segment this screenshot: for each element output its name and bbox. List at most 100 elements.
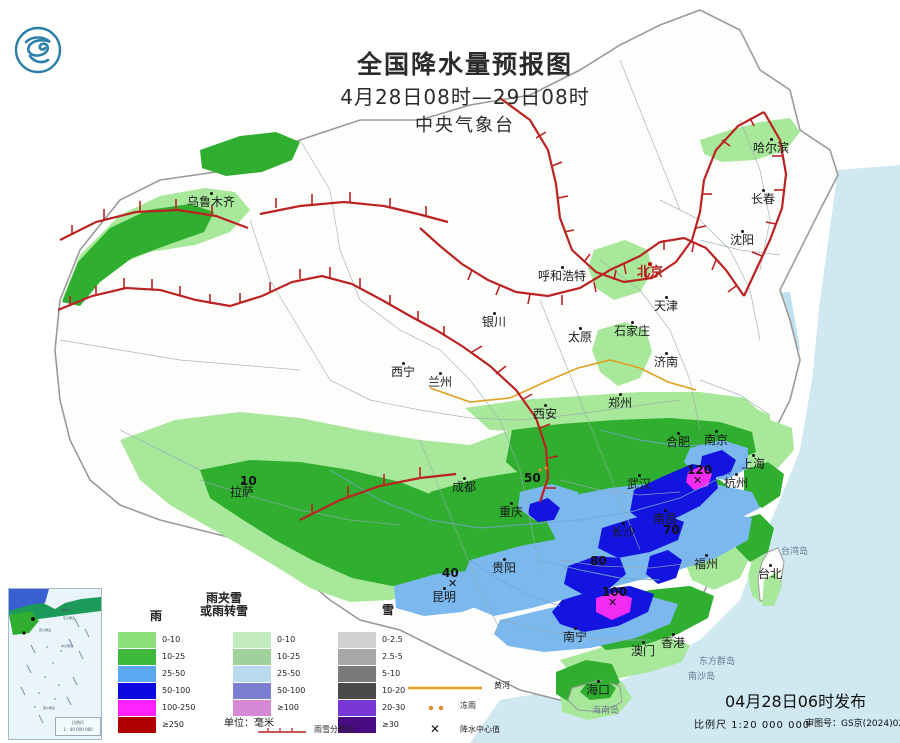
legend-swatch-rain-2: [118, 666, 156, 682]
legend-swatch-sleet-0: [233, 632, 271, 648]
city-name: 澳门: [631, 644, 656, 658]
title-block: 全国降水量预报图 4月28日08时—29日08时 中央气象台: [300, 48, 630, 140]
legend-range-sleet-4: ≥100: [277, 703, 299, 712]
city-dot-icon: [664, 296, 668, 299]
map-number: 审图号：GS京(2024)0236号: [805, 719, 900, 729]
east-sea: [560, 165, 900, 743]
city-dot-icon: [401, 362, 405, 365]
city-name: 武汉: [627, 477, 652, 491]
precip-center-value: 80: [590, 554, 607, 568]
city-name: 呼和浩特: [538, 269, 587, 283]
legend-range-rain-4: 100-250: [162, 703, 196, 712]
legend-swatch-rain-3: [118, 683, 156, 699]
south-china-sea-inset-map: 黄岩岛 东沙群岛 西沙群岛 中沙群岛 南沙群岛 比例尺 1：40 000 000: [8, 588, 102, 740]
precip-center-value: 40: [442, 566, 459, 580]
precip-center-value: 10: [240, 474, 257, 488]
city-dot-icon: [462, 477, 466, 480]
city-dot-icon: [641, 641, 645, 644]
publish-time: 04月28日06时发布: [725, 692, 867, 711]
city-label: 杭州: [724, 473, 748, 489]
city-label: 西宁: [391, 362, 415, 378]
city-name: 长沙: [611, 525, 636, 539]
city-label: 台北: [758, 564, 782, 580]
city-name: 昆明: [432, 590, 457, 604]
city-label: 北京: [637, 262, 663, 279]
city-label: 南京: [704, 430, 728, 446]
legend-swatch-snow-3: [338, 683, 376, 699]
city-dot-icon: [630, 321, 634, 324]
precip-center-xmark-icon: ✕: [693, 474, 703, 487]
city-label: 西安: [533, 404, 557, 420]
legend-swatch-sleet-2: [233, 666, 271, 682]
hainan-precip: [580, 680, 616, 700]
legend-range-snow-2: 5-10: [382, 669, 401, 678]
rivers: [329, 429, 753, 607]
city-name: 合肥: [666, 435, 691, 449]
city-label: 昆明: [432, 587, 456, 603]
city-dot-icon: [442, 587, 446, 590]
city-dot-icon: [240, 482, 244, 485]
city-label: 沈阳: [730, 230, 754, 246]
sea-feature-label: 台湾岛: [781, 546, 808, 558]
city-label: 重庆: [499, 502, 523, 518]
city-name: 太原: [568, 330, 593, 344]
legend-swatch-rain-5: [118, 717, 156, 733]
city-dot-icon: [637, 474, 641, 477]
forecast-period: 4月28日08时—29日08时: [340, 85, 590, 109]
legend-header-sleet: 雨夹雪 或雨转雪: [199, 591, 248, 618]
city-name: 乌鲁木齐: [187, 195, 236, 209]
city-dot-icon: [209, 192, 213, 195]
city-name: 西安: [533, 407, 558, 421]
city-dot-icon: [734, 473, 738, 476]
city-name: 西宁: [391, 365, 416, 379]
city-dot-icon: [596, 680, 600, 683]
city-dot-icon: [621, 522, 625, 525]
legend-panel: 黄岩岛 东沙群岛 西沙群岛 中沙群岛 南沙群岛 比例尺 1：40 000 000 雨 0…: [8, 588, 753, 740]
city-name: 南京: [704, 433, 729, 447]
city-label: 武汉: [627, 474, 651, 490]
legend-range-rain-0: 0-10: [162, 635, 181, 644]
city-label: 兰州: [428, 372, 452, 388]
legend-range-rain-3: 50-100: [162, 686, 191, 695]
city-dot-icon: [509, 502, 513, 505]
city-name: 香港: [661, 636, 686, 650]
city-label: 长春: [751, 189, 775, 205]
city-name: 杭州: [724, 476, 749, 490]
precip-center-value: 50: [524, 471, 541, 485]
city-dot-icon: [676, 432, 680, 435]
city-dot-icon: [663, 509, 667, 512]
city-name: 福州: [694, 557, 719, 571]
legend-range-rain-2: 25-50: [162, 669, 186, 678]
city-dot-icon: [740, 230, 744, 233]
city-label: 哈尔滨: [753, 138, 789, 154]
legend-swatch-snow-2: [338, 666, 376, 682]
yellow-river-line: [429, 359, 697, 403]
sea-feature-name: 台湾岛: [781, 547, 809, 557]
city-label: 香港: [661, 633, 685, 649]
city-name: 哈尔滨: [753, 141, 790, 155]
city-name: 济南: [654, 355, 679, 369]
city-dot-icon: [751, 454, 755, 457]
legend-range-snow-5: ≥30: [382, 720, 399, 729]
city-name: 上海: [741, 457, 766, 471]
city-label: 拉萨: [230, 482, 254, 498]
precip-center-value: 70: [663, 523, 680, 537]
svg-text:中沙群岛: 中沙群岛: [61, 643, 73, 648]
sea-feature-label: 海南岛: [592, 705, 619, 717]
city-label: 乌鲁木齐: [187, 192, 235, 208]
legend-range-snow-4: 20-30: [382, 703, 406, 712]
city-name: 郑州: [608, 396, 633, 410]
legend-swatch-sleet-4: [233, 700, 271, 716]
province-borders: [59, 59, 781, 641]
city-name: 沈阳: [730, 233, 755, 247]
city-dot-icon: [704, 554, 708, 557]
sea-feature-name: 东方群岛: [699, 657, 736, 667]
legend-unit: 单位：毫米: [224, 718, 274, 729]
precip-center-value: 120: [687, 463, 713, 477]
city-label: 合肥: [666, 432, 690, 448]
city-name: 台北: [758, 567, 783, 581]
page-title: 全国降水量预报图: [356, 50, 573, 79]
city-label: 济南: [654, 352, 678, 368]
city-label: 南宁: [563, 627, 587, 643]
